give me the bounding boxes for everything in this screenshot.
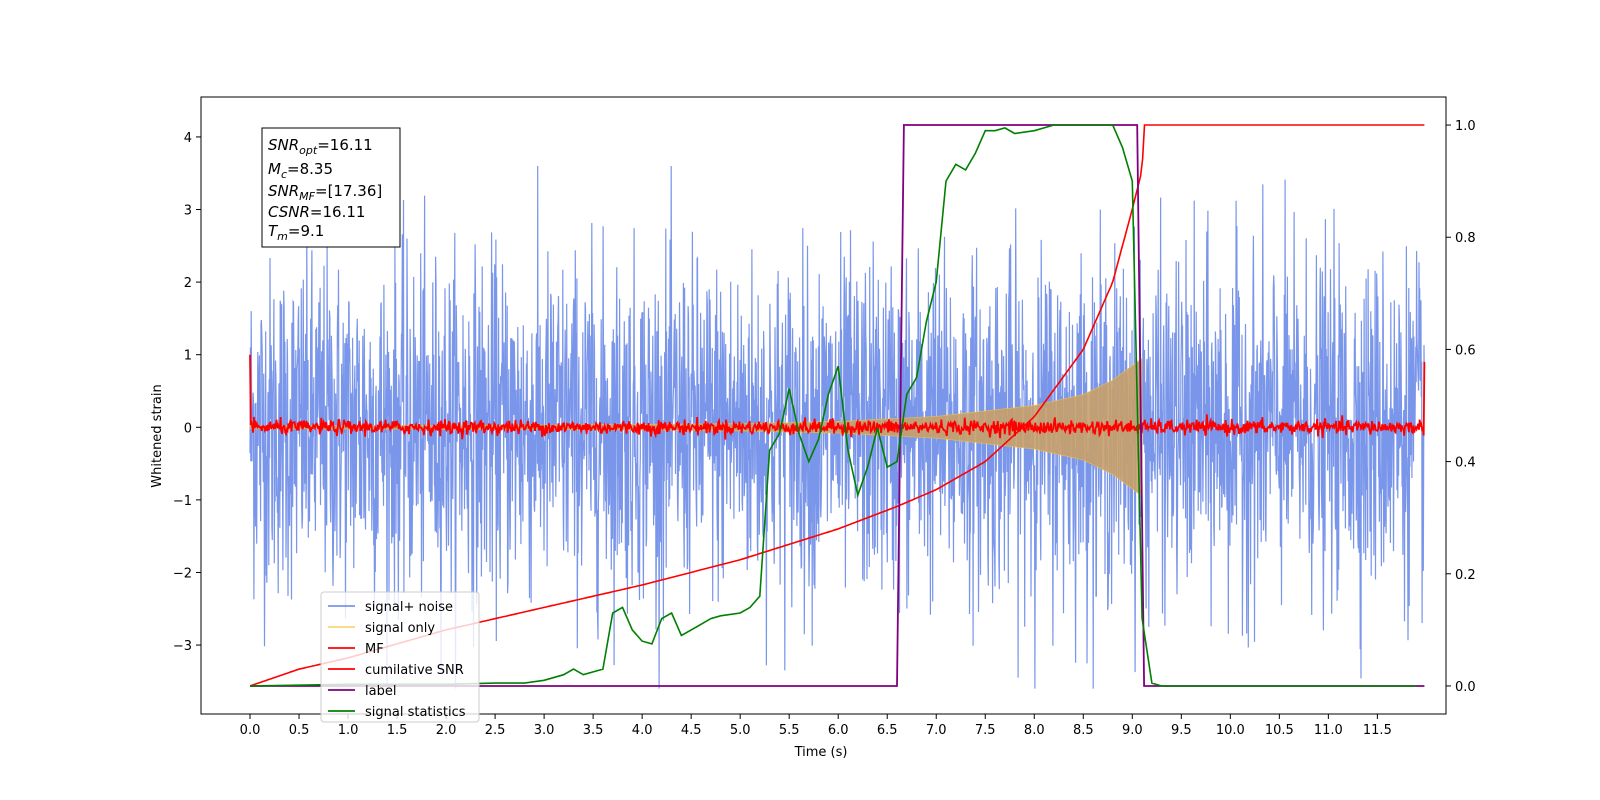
- x-tick-label: 1.0: [338, 723, 359, 738]
- y2-tick-label: 0.4: [1455, 456, 1476, 471]
- y-tick-label: 1: [184, 349, 192, 364]
- x-tick-label: 4.5: [681, 723, 702, 738]
- legend-label: label: [365, 684, 396, 699]
- annotation-line-csnr: CSNR=16.11: [268, 203, 365, 221]
- annotation-line-snr-mf: SNRMF=[17.36]: [268, 182, 382, 203]
- x-tick-label: 9.5: [1171, 723, 1192, 738]
- legend-label: signal statistics: [365, 705, 466, 720]
- annotation-frame: [261, 127, 401, 248]
- y-tick-label: −2: [173, 566, 192, 581]
- legend-label: signal only: [365, 621, 435, 636]
- x-tick-label: 0.0: [240, 723, 261, 738]
- legend-label: MF: [365, 642, 384, 657]
- y2-tick-label: 0.2: [1455, 568, 1476, 583]
- x-axis-label: Time (s): [794, 745, 848, 760]
- signal-statistics-line: [249, 124, 1417, 687]
- x-tick-label: 5.0: [730, 723, 751, 738]
- x-tick-label: 10.5: [1265, 723, 1294, 738]
- x-tick-label: 10.0: [1216, 723, 1245, 738]
- axes-frame: [200, 96, 1447, 715]
- x-tick-label: 5.5: [779, 723, 800, 738]
- signal-noise-line: [249, 165, 1425, 689]
- x-tick-label: 3.0: [534, 723, 555, 738]
- annotation-line-tm: Tm=9.1: [268, 222, 324, 243]
- x-tick-label: 7.0: [926, 723, 947, 738]
- legend-label: cumilative SNR: [365, 663, 464, 678]
- y-tick-label: −1: [173, 494, 192, 509]
- y2-tick-label: 1.0: [1455, 119, 1476, 134]
- y-tick-label: −3: [173, 639, 192, 654]
- legend: signal+ noise signal only MF cumilative SNR…: [320, 591, 480, 723]
- x-tick-label: 2.5: [485, 723, 506, 738]
- x-tick-label: 8.5: [1073, 723, 1094, 738]
- x-tick-label: 9.0: [1122, 723, 1143, 738]
- y-axis-label: Whitened strain: [150, 384, 165, 487]
- y-tick-label: 2: [184, 276, 192, 291]
- legend-label: signal+ noise: [365, 600, 453, 615]
- y2-tick-label: 0.8: [1455, 231, 1476, 246]
- y2-tick-label: 0.0: [1455, 680, 1476, 695]
- x-tick-label: 1.5: [387, 723, 408, 738]
- annotation-line-snr-opt: SNRopt=16.11: [268, 136, 373, 157]
- mf-line: [249, 354, 1426, 440]
- y2-tick-label: 0.6: [1455, 343, 1476, 358]
- y-tick-label: 0: [184, 421, 192, 436]
- y-tick-label: 4: [184, 131, 192, 146]
- axes-layer: 0.0 0.5 1.0 1.5 2.0 2.5 3.0 3.5 4.0 4.5 5.0 5.5 6.0 6…: [173, 96, 1476, 738]
- y-tick-label: 3: [184, 204, 192, 219]
- x-tick-label: 11.5: [1363, 723, 1392, 738]
- stats-annotation-box: SNRopt=16.11 Mc=8.35 SNRMF=[17.36] CSNR=…: [261, 127, 401, 248]
- legend-frame: [320, 591, 480, 723]
- x-tick-label: 2.0: [436, 723, 457, 738]
- x-tick-label: 6.5: [877, 723, 898, 738]
- annotation-line-chirp-mass: Mc=8.35: [268, 160, 333, 181]
- x-tick-label: 11.0: [1314, 723, 1343, 738]
- x-tick-label: 3.5: [583, 723, 604, 738]
- x-tick-label: 4.0: [632, 723, 653, 738]
- x-tick-label: 7.5: [975, 723, 996, 738]
- x-tick-label: 6.0: [828, 723, 849, 738]
- x-tick-label: 0.5: [289, 723, 310, 738]
- x-tick-label: 8.0: [1024, 723, 1045, 738]
